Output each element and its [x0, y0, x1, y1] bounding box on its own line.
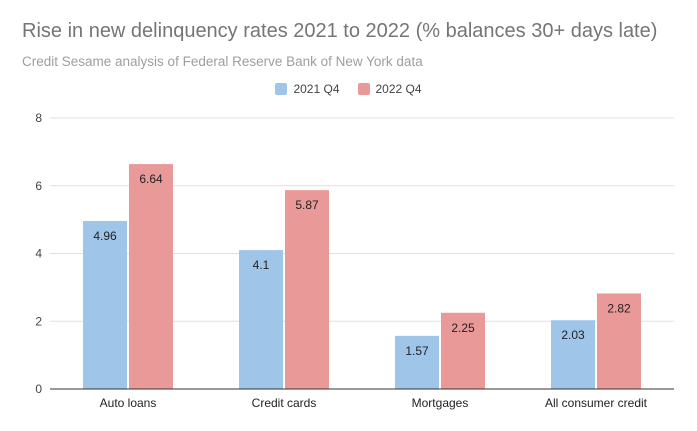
bar-2021 [83, 220, 127, 389]
legend-item-2021: 2021 Q4 [275, 82, 340, 96]
legend-label-2022: 2022 Q4 [375, 82, 422, 96]
legend-label-2021: 2021 Q4 [293, 82, 340, 96]
bar-2022 [597, 293, 641, 389]
data-label: 4.1 [253, 258, 270, 272]
legend-swatch-2021 [275, 83, 288, 95]
y-tick-label: 8 [35, 111, 42, 125]
x-tick-label: Mortgages [412, 396, 469, 410]
data-label: 1.57 [405, 344, 429, 358]
data-label: 4.96 [93, 229, 117, 243]
bar-2021 [239, 250, 283, 389]
x-tick-label: Auto loans [100, 396, 157, 410]
y-tick-label: 6 [35, 179, 42, 193]
data-label: 2.82 [607, 301, 631, 315]
bar-2022 [441, 312, 485, 389]
y-tick-label: 2 [35, 314, 42, 328]
data-label: 5.87 [295, 198, 319, 212]
bar-2021 [551, 320, 595, 389]
y-tick-label: 4 [35, 247, 42, 261]
legend-swatch-2022 [357, 83, 370, 95]
bar-2021 [395, 335, 439, 389]
data-label: 2.03 [561, 328, 585, 342]
bar-2022 [285, 190, 329, 389]
data-label: 6.64 [139, 172, 163, 186]
x-tick-label: All consumer credit [545, 396, 648, 410]
legend-item-2022: 2022 Q4 [357, 82, 422, 96]
data-label: 2.25 [451, 321, 475, 335]
bar-2022 [129, 164, 173, 389]
x-tick-label: Credit cards [252, 396, 317, 410]
legend: 2021 Q4 2022 Q4 [0, 82, 697, 96]
chart-subtitle: Credit Sesame analysis of Federal Reserv… [22, 54, 423, 69]
chart-title: Rise in new delinquency rates 2021 to 20… [22, 20, 658, 42]
y-tick-label: 0 [35, 382, 42, 396]
